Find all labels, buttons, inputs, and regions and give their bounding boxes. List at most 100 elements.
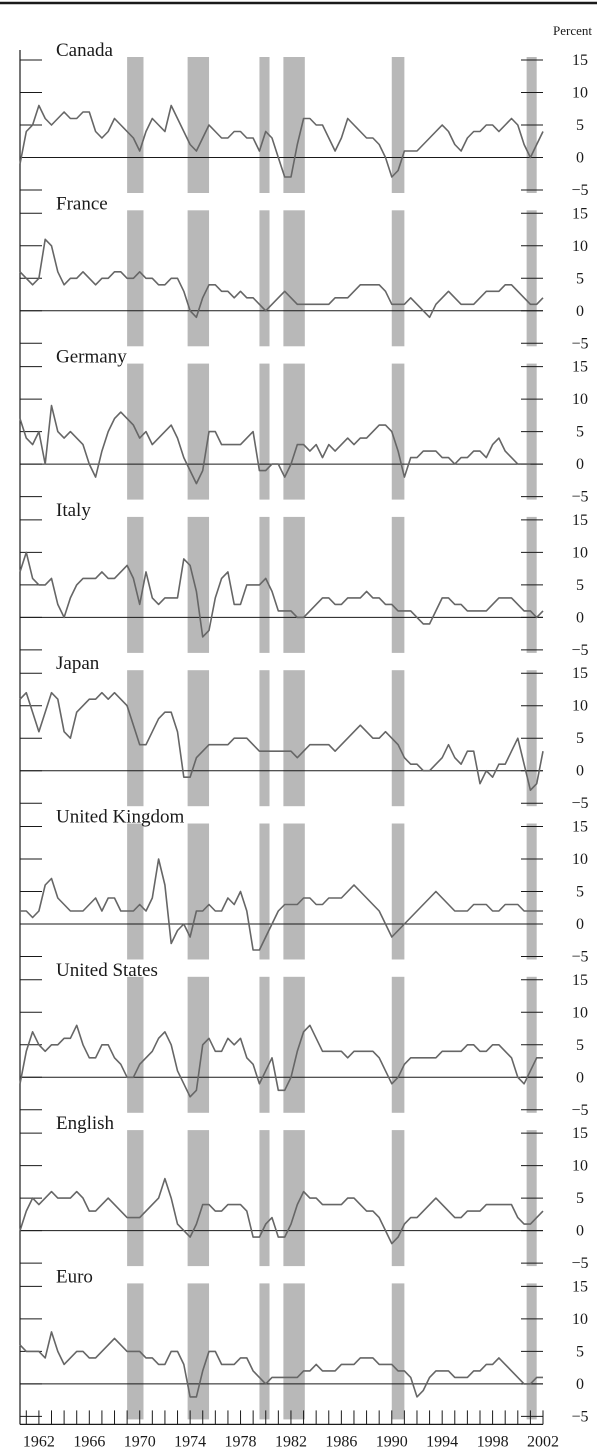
recession-band	[187, 516, 210, 653]
x-tick-label: 2002	[527, 1433, 559, 1449]
recession-band	[187, 670, 210, 807]
series-line	[19, 238, 544, 319]
recession-band	[127, 823, 144, 960]
y-tick-label: 5	[576, 884, 584, 901]
panel-title: Canada	[56, 40, 114, 61]
y-tick-label: 0	[576, 150, 584, 167]
x-tick-label: 1966	[73, 1433, 105, 1449]
y-tick-label: 15	[572, 359, 588, 376]
recession-band	[187, 1130, 210, 1267]
recession-band	[187, 976, 210, 1113]
recession-band	[259, 57, 270, 193]
y-tick-label: 15	[572, 972, 588, 989]
y-tick-label: −5	[571, 1408, 588, 1425]
recession-band	[283, 670, 305, 807]
y-tick-label: −5	[571, 642, 588, 659]
y-tick-label: 15	[572, 52, 588, 69]
panel-title: Japan	[56, 653, 100, 674]
recession-band	[391, 976, 405, 1113]
recession-band	[391, 57, 405, 193]
y-tick-label: −5	[571, 1102, 588, 1119]
recession-band	[391, 516, 405, 653]
x-tick-label: 1994	[426, 1433, 458, 1449]
recession-band	[187, 823, 210, 960]
series-line	[20, 858, 543, 951]
recession-band	[391, 363, 405, 500]
recession-band	[127, 670, 144, 807]
panel-title: Germany	[56, 347, 127, 368]
y-tick-label: 0	[576, 303, 584, 320]
panel-title: United States	[56, 960, 158, 981]
y-tick-label: −5	[571, 182, 588, 199]
panel-title: Euro	[56, 1266, 93, 1287]
recession-band	[187, 1283, 210, 1420]
recession-band	[259, 823, 270, 960]
recession-band	[127, 1130, 144, 1267]
x-tick-label: 1962	[23, 1433, 55, 1449]
series-line	[19, 1331, 543, 1398]
recession-band	[283, 57, 305, 193]
y-tick-label: 5	[576, 1343, 584, 1360]
y-tick-label: 10	[572, 85, 588, 102]
y-tick-label: 15	[572, 1278, 588, 1295]
recession-band	[127, 210, 144, 347]
y-tick-label: 0	[576, 1376, 584, 1393]
y-tick-label: 0	[576, 456, 584, 473]
y-tick-label: 5	[576, 730, 584, 747]
y-tick-label: 15	[572, 1125, 588, 1142]
y-tick-label: 5	[576, 577, 584, 594]
y-tick-label: 0	[576, 763, 584, 780]
recession-band	[259, 363, 270, 500]
recession-band	[127, 976, 144, 1113]
recession-band	[391, 823, 405, 960]
recession-band	[283, 363, 305, 500]
recession-band	[259, 516, 270, 653]
panel-title: France	[56, 193, 108, 214]
y-tick-label: 10	[572, 851, 588, 868]
recession-band	[283, 823, 305, 960]
y-tick-label: 5	[576, 270, 584, 287]
series-line	[19, 691, 544, 792]
recession-band	[283, 516, 305, 653]
recession-band	[127, 57, 144, 193]
y-tick-label: −5	[571, 1255, 588, 1272]
y-tick-label: −5	[571, 795, 588, 812]
recession-band	[259, 670, 270, 807]
recession-band	[283, 210, 305, 347]
panel-title: English	[56, 1113, 115, 1134]
series-line	[19, 1024, 543, 1098]
recession-band	[391, 1130, 405, 1267]
y-tick-label: 0	[576, 1069, 584, 1086]
x-tick-label: 1986	[325, 1433, 357, 1449]
recession-band	[127, 363, 144, 500]
unit-label: Percent	[553, 23, 592, 38]
y-tick-label: 15	[572, 512, 588, 529]
recession-band	[259, 976, 270, 1113]
y-tick-label: 5	[576, 1037, 584, 1054]
x-tick-label: 1990	[376, 1433, 408, 1449]
y-tick-label: 15	[572, 819, 588, 836]
y-tick-label: 10	[572, 544, 588, 561]
y-tick-label: 10	[572, 1004, 588, 1021]
y-tick-label: 0	[576, 1223, 584, 1240]
y-tick-label: 15	[572, 205, 588, 222]
series-line	[19, 404, 531, 485]
recession-band	[283, 1130, 305, 1267]
series-line	[19, 104, 544, 178]
series-line	[19, 1177, 544, 1245]
x-tick-label: 1978	[225, 1433, 257, 1449]
y-tick-label: 5	[576, 424, 584, 441]
y-tick-label: 10	[572, 238, 588, 255]
x-tick-label: 1974	[174, 1433, 206, 1449]
recession-band	[283, 1283, 305, 1420]
y-tick-label: 10	[572, 391, 588, 408]
x-tick-label: 1970	[124, 1433, 156, 1449]
panel-title: United Kingdom	[56, 807, 184, 828]
y-tick-label: 15	[572, 665, 588, 682]
y-tick-label: 0	[576, 609, 584, 626]
y-tick-label: 10	[572, 698, 588, 715]
y-tick-label: −5	[571, 335, 588, 352]
recession-band	[259, 210, 270, 347]
